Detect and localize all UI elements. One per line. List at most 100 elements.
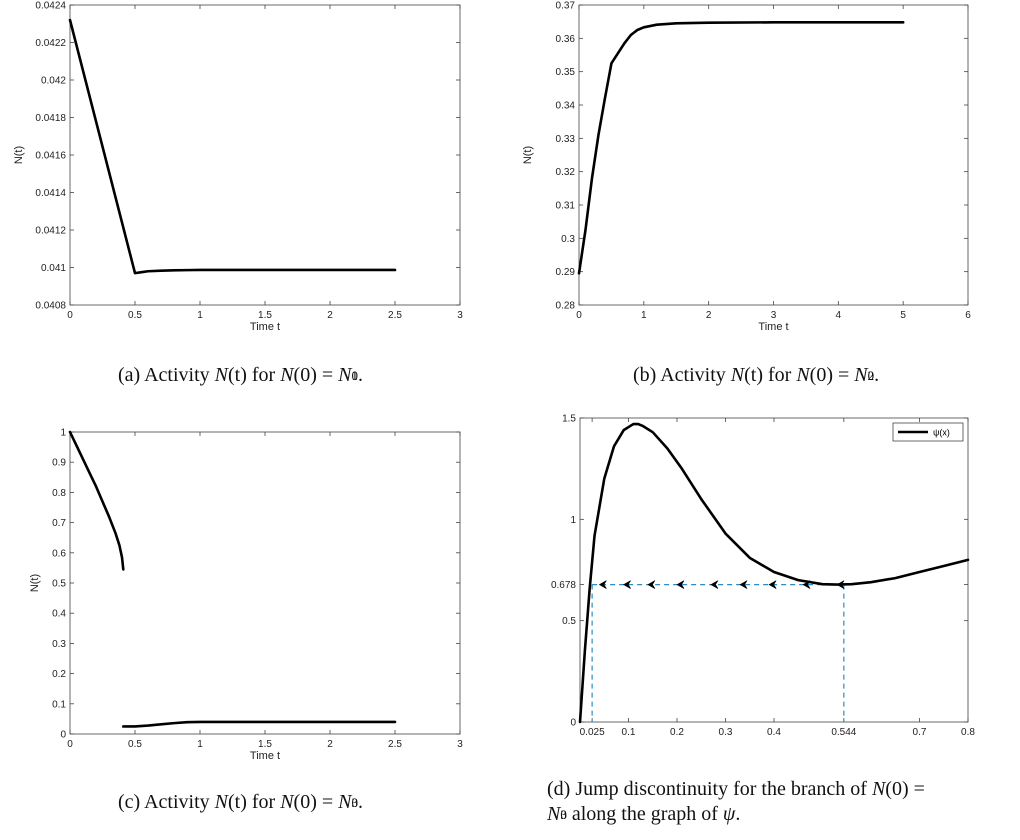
chart-b: 0 1 2 3 4 5 6 0.28 0.29 0.3 0.31 0.32 0.33 0.34 0.35 0.… — [522, 1, 971, 334]
y-tick-label: 0.8 — [52, 488, 66, 499]
caption-d-arg: (0) = — [885, 778, 925, 800]
y-tick-label: 0.9 — [52, 458, 66, 469]
caption-b-lhs: N — [796, 364, 810, 386]
caption-d-line1-row: (d) Jump discontinuity for the branch of… — [547, 777, 1017, 802]
x-tick-label: 2 — [327, 739, 333, 750]
chart-c-series-0 — [68, 430, 125, 571]
y-tick-label: 0.28 — [556, 301, 576, 312]
arrow-left-icon — [647, 580, 656, 589]
x-tick-label: 4 — [836, 310, 842, 321]
x-tick-label: 5 — [900, 310, 906, 321]
chart-a-frame — [69, 4, 461, 306]
y-tick-label: 0.041 — [41, 263, 66, 274]
caption-b-label: (b) Activity — [633, 364, 726, 386]
x-tick-label: 1 — [197, 310, 203, 321]
caption-c-var: N — [214, 791, 228, 813]
arrow-left-icon — [710, 580, 719, 589]
caption-a-mid: (t) for — [227, 364, 276, 386]
x-tick-label: 0.4 — [767, 727, 781, 738]
x-tick-label: 0.2 — [670, 727, 684, 738]
x-tick-label: 3 — [457, 739, 463, 750]
x-tick-label: 2.5 — [388, 310, 402, 321]
caption-d-psi: ψ — [722, 803, 736, 825]
caption-d-line2: along the graph of — [571, 803, 718, 825]
x-tick-label: 0.025 — [580, 727, 605, 738]
caption-d-line1: (d) Jump discontinuity for the branch of — [547, 778, 867, 800]
chart-a-series-0 — [68, 18, 397, 275]
arrow-left-icon — [623, 580, 631, 589]
x-tick-label: 0.7 — [913, 727, 927, 738]
x-tick-label: 0 — [576, 310, 582, 321]
x-tick-label: 1.5 — [258, 739, 272, 750]
chart-d-series-0 — [578, 422, 970, 724]
caption-b-end: . — [874, 364, 880, 386]
x-tick-label: 2.5 — [388, 739, 402, 750]
y-tick-label: 0.3 — [52, 639, 66, 650]
arrow-left-icon — [768, 580, 777, 589]
chart-a: 0 0.5 1 1.5 2 2.5 3 0.0408 0.041 0.0412 0.0414 0.04… — [13, 1, 463, 334]
y-tick-label: 0 — [570, 718, 576, 729]
y-tick-label: 0.33 — [556, 134, 576, 145]
x-tick-label: 0.544 — [831, 727, 856, 738]
x-tick-label: 0.5 — [128, 310, 142, 321]
y-tick-label: 0.36 — [556, 34, 576, 45]
y-tick-label: 0.2 — [52, 669, 66, 680]
arrow-left-icon — [739, 580, 748, 589]
chart-d-frame — [579, 417, 969, 723]
y-tick-label: 1 — [60, 428, 66, 439]
chart-c-frame — [69, 431, 461, 735]
x-tick-label: 0.5 — [128, 739, 142, 750]
y-tick-label: 0.7 — [52, 518, 66, 529]
y-tick-label: 1 — [570, 515, 576, 526]
chart-b-frame — [578, 4, 969, 306]
y-tick-label: 0.0422 — [35, 38, 66, 49]
caption-c-mid: (t) for — [227, 791, 276, 813]
y-tick-label: 0.34 — [556, 101, 576, 112]
chart-b-series-0 — [577, 21, 905, 275]
chart-c: 0 0.5 1 1.5 2 2.5 3 0 0.1 0.2 0.3 0.4 0.5 0.6 0.7 0.8 0.… — [29, 428, 463, 763]
arrow-left-icon — [676, 580, 685, 589]
y-tick-label: 0.042 — [41, 76, 66, 87]
y-tick-label: 0.678 — [551, 580, 576, 591]
caption-c-rhs: N — [338, 791, 352, 813]
x-tick-label: 0 — [67, 310, 73, 321]
caption-d-lhs: N — [871, 778, 886, 800]
x-axis-label: Time t — [250, 321, 280, 333]
y-tick-label: 0.1 — [52, 699, 66, 710]
x-tick-label: 1.5 — [258, 310, 272, 321]
x-axis-label: Time t — [250, 750, 280, 762]
caption-a-lhs: N — [280, 364, 294, 386]
y-tick-label: 0.0424 — [35, 1, 66, 12]
x-tick-label: 1 — [197, 739, 203, 750]
caption-c-label: (c) Activity — [118, 791, 210, 813]
y-tick-label: 0.37 — [556, 1, 576, 12]
y-tick-label: 0.35 — [556, 67, 576, 78]
chart-c-series-1 — [122, 720, 397, 728]
x-tick-label: 2 — [327, 310, 333, 321]
caption-d: (d) Jump discontinuity for the branch of… — [547, 777, 1017, 827]
y-tick-label: 0 — [60, 730, 66, 741]
x-tick-label: 0.8 — [961, 727, 975, 738]
caption-a-arg: (0) = — [293, 364, 334, 386]
y-tick-label: 1.5 — [562, 414, 576, 425]
caption-c-arg: (0) = — [293, 791, 334, 813]
x-tick-label: 6 — [965, 310, 971, 321]
x-axis-label: Time t — [758, 321, 788, 333]
arrow-left-icon — [598, 580, 607, 589]
y-tick-label: 0.32 — [556, 167, 576, 178]
y-tick-label: 0.0412 — [35, 226, 66, 237]
caption-b-mid: (t) for — [744, 364, 792, 386]
caption-d-end: . — [735, 803, 741, 825]
legend-label: ψ(x) — [933, 428, 950, 438]
caption-a-var: N — [214, 364, 228, 386]
x-tick-label: 0.3 — [719, 727, 733, 738]
y-tick-label: 0.6 — [52, 548, 66, 559]
x-tick-label: 1 — [641, 310, 647, 321]
x-tick-label: 3 — [771, 310, 777, 321]
y-tick-label: 0.0418 — [35, 113, 66, 124]
caption-b-rhs: N — [854, 364, 868, 386]
